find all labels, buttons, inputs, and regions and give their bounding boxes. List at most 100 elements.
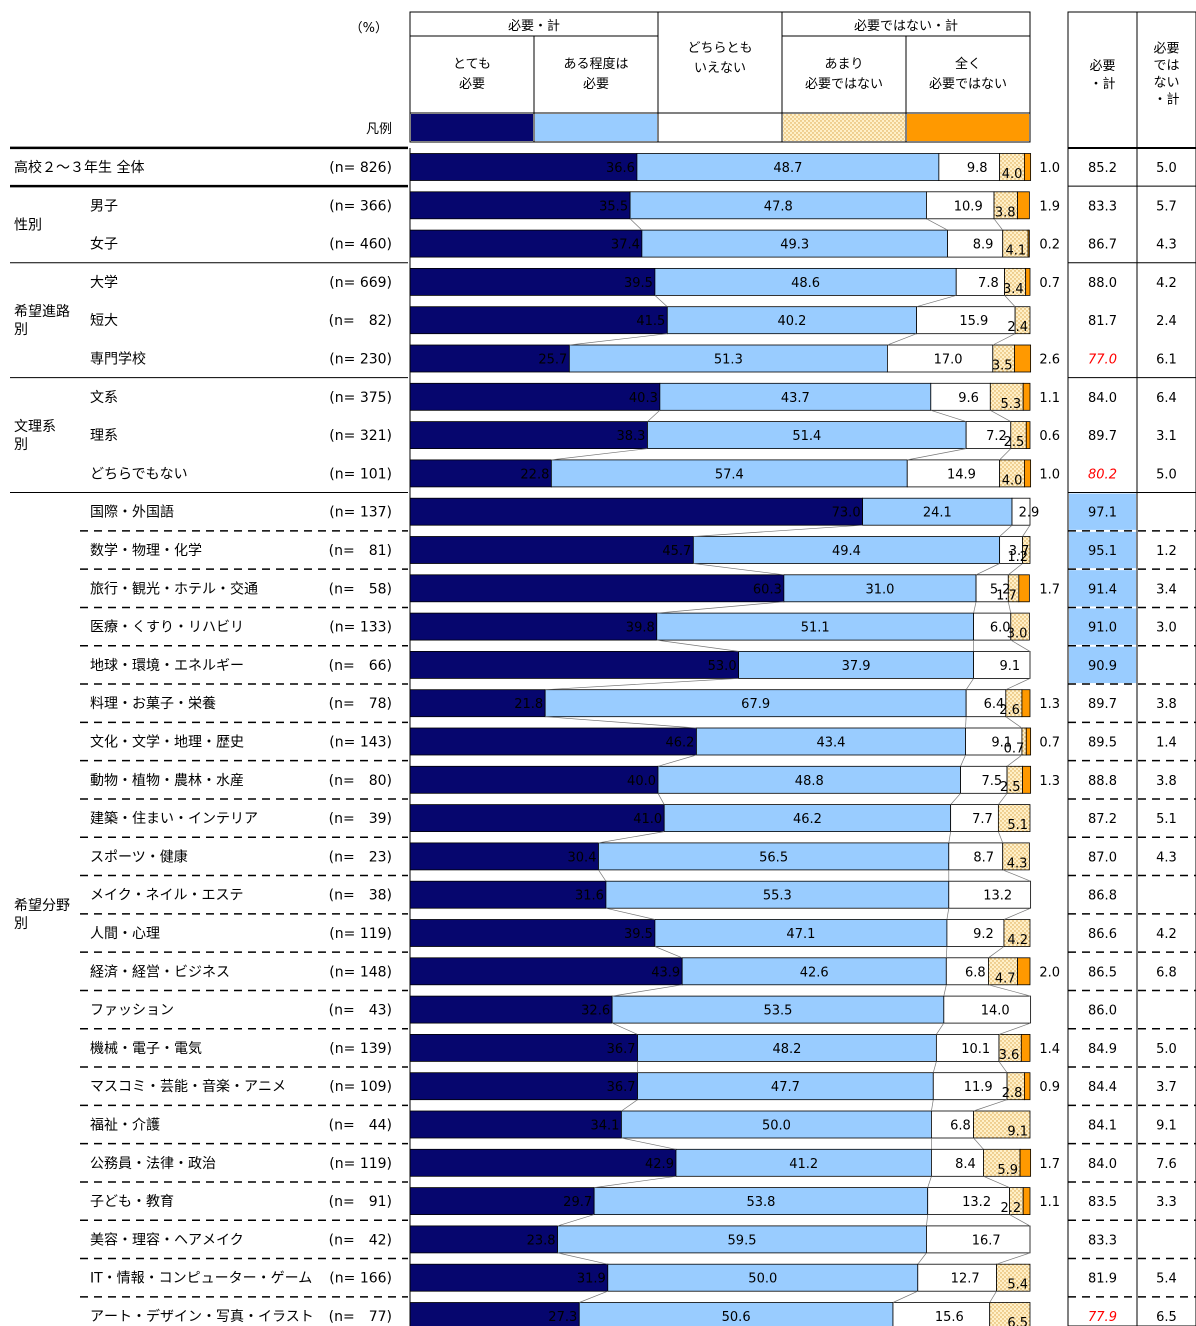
- bar-segment-1: [696, 727, 966, 756]
- summary-not-need-total: 1.2: [1156, 544, 1177, 559]
- value-label-very-needed: 35.5: [599, 199, 628, 214]
- value-label-not-very-needed: 2.4: [1007, 320, 1028, 335]
- value-label-somewhat-needed: 57.4: [715, 467, 744, 482]
- value-label-somewhat-needed: 48.6: [791, 276, 820, 291]
- summary-need-total: 86.8: [1088, 889, 1117, 904]
- category-label-1: ある程度は必要: [563, 56, 628, 92]
- row-n: (n= 460): [329, 237, 392, 253]
- bar-segment-2: [946, 919, 1005, 947]
- summary-highlight: [1069, 531, 1136, 569]
- value-label-very-needed: 25.7: [538, 353, 567, 368]
- connector-line: [1005, 678, 1031, 691]
- connector-line: [693, 563, 784, 576]
- summary-not-need-total: 9.1: [1156, 1119, 1177, 1134]
- value-label-very-needed: 30.4: [568, 850, 597, 865]
- value-label-somewhat-needed: 55.3: [763, 889, 792, 904]
- bar-segment-1: [657, 765, 961, 794]
- row-n: (n= 166): [329, 1271, 392, 1287]
- value-label-neutral: 11.9: [964, 1080, 993, 1095]
- bar-segment-1: [663, 804, 952, 832]
- value-label-very-needed: 21.8: [514, 697, 543, 712]
- bar-segment-3: [999, 153, 1025, 181]
- summary-need-total: 84.9: [1088, 1042, 1117, 1057]
- summary-need-total: 88.0: [1088, 276, 1117, 291]
- value-label-not-very-needed: 0.7: [1004, 742, 1025, 757]
- bar-segment-4: [1014, 344, 1032, 373]
- value-label-neutral: 6.0: [990, 621, 1011, 636]
- bar-segment-2: [950, 804, 999, 832]
- bar-segment-0: [409, 306, 668, 335]
- bar-segment-0: [409, 536, 694, 564]
- bar-segment-2: [931, 1148, 984, 1177]
- bar-segment-0: [409, 229, 643, 258]
- bar-segment-1: [681, 957, 947, 986]
- connector-line: [983, 1175, 1010, 1188]
- bar-segment-2: [955, 267, 1005, 296]
- connector-line: [557, 1214, 595, 1227]
- value-label-very-needed: 34.1: [590, 1119, 619, 1134]
- bar-segment-1: [666, 306, 917, 335]
- connector-line: [612, 984, 683, 997]
- bar-segment-2: [948, 842, 1004, 871]
- legend-swatch-3: [783, 114, 905, 141]
- value-label-very-needed: 39.8: [626, 621, 655, 636]
- value-label-very-needed: 36.7: [607, 1042, 636, 1057]
- category-label-0: とても必要: [453, 57, 491, 92]
- bar-segment-4: [1018, 574, 1030, 603]
- row-n: (n= 133): [329, 620, 392, 636]
- summary-need-total: 97.1: [1088, 506, 1117, 521]
- row-n: (n= 139): [329, 1041, 392, 1057]
- value-label-very-needed: 43.9: [651, 965, 680, 980]
- value-label-not-needed-at-all: 1.7: [1039, 582, 1060, 597]
- bar-segment-2: [931, 1110, 974, 1139]
- summary-need-total: 81.9: [1088, 1272, 1117, 1287]
- value-label-neutral: 13.2: [983, 889, 1012, 904]
- row-label: 機械・電子・電気: [90, 1041, 202, 1057]
- bar-segment-2: [947, 229, 1004, 258]
- row-n: (n= 375): [329, 390, 392, 406]
- summary-need-total: 86.6: [1088, 927, 1117, 942]
- connector-line: [998, 793, 1008, 805]
- value-label-somewhat-needed: 51.4: [792, 429, 821, 444]
- bar-segment-1: [593, 1187, 929, 1215]
- value-label-somewhat-needed: 51.1: [801, 621, 830, 636]
- connector-line: [936, 1022, 945, 1035]
- value-label-somewhat-needed: 37.9: [842, 659, 871, 674]
- value-label-very-needed: 53.0: [708, 659, 737, 674]
- value-label-neutral: 6.8: [965, 965, 986, 980]
- percent-unit-label: （%）: [350, 21, 388, 36]
- row-label: 医療・くすり・リハビリ: [90, 619, 244, 636]
- bar-segment-4: [1027, 229, 1030, 258]
- bar-segment-3: [989, 1302, 1031, 1326]
- bar-segment-4: [1024, 459, 1032, 488]
- bar-segment-2: [973, 651, 1031, 679]
- value-label-somewhat-needed: 50.6: [722, 1310, 751, 1325]
- bar-segment-2: [916, 306, 1016, 335]
- group-header-0: 必要・計: [508, 18, 560, 34]
- bar-segment-2: [935, 1034, 1000, 1062]
- row-n: (n= 39): [329, 811, 392, 827]
- value-label-somewhat-needed: 67.9: [741, 697, 770, 712]
- value-label-neutral: 13.2: [962, 1195, 991, 1210]
- value-label-neutral: 2.9: [1019, 506, 1040, 521]
- connector-line: [545, 678, 739, 691]
- value-label-not-very-needed: 3.5: [992, 359, 1013, 374]
- value-label-somewhat-needed: 53.8: [746, 1195, 775, 1210]
- summary-need-total: 84.0: [1088, 1157, 1117, 1172]
- bar-segment-1: [654, 267, 957, 296]
- value-label-somewhat-needed: 47.7: [771, 1080, 800, 1095]
- value-label-not-needed-at-all: 1.1: [1039, 1195, 1060, 1210]
- row-label: 短大: [90, 313, 118, 329]
- connector-line: [996, 1252, 1031, 1265]
- bar-segment-2: [975, 574, 1009, 603]
- row-n: (n= 44): [329, 1118, 392, 1134]
- connector-line: [988, 946, 1005, 959]
- value-label-not-very-needed: 5.9: [997, 1163, 1018, 1178]
- bar-segment-4: [1022, 765, 1032, 794]
- connector-line: [907, 448, 967, 461]
- value-label-not-needed-at-all: 2.0: [1039, 965, 1060, 980]
- summary-not-need-total: 4.3: [1156, 850, 1177, 865]
- bar-segment-0: [409, 995, 613, 1024]
- bar-segment-4: [1022, 1187, 1031, 1215]
- bar-segment-1: [621, 1110, 932, 1139]
